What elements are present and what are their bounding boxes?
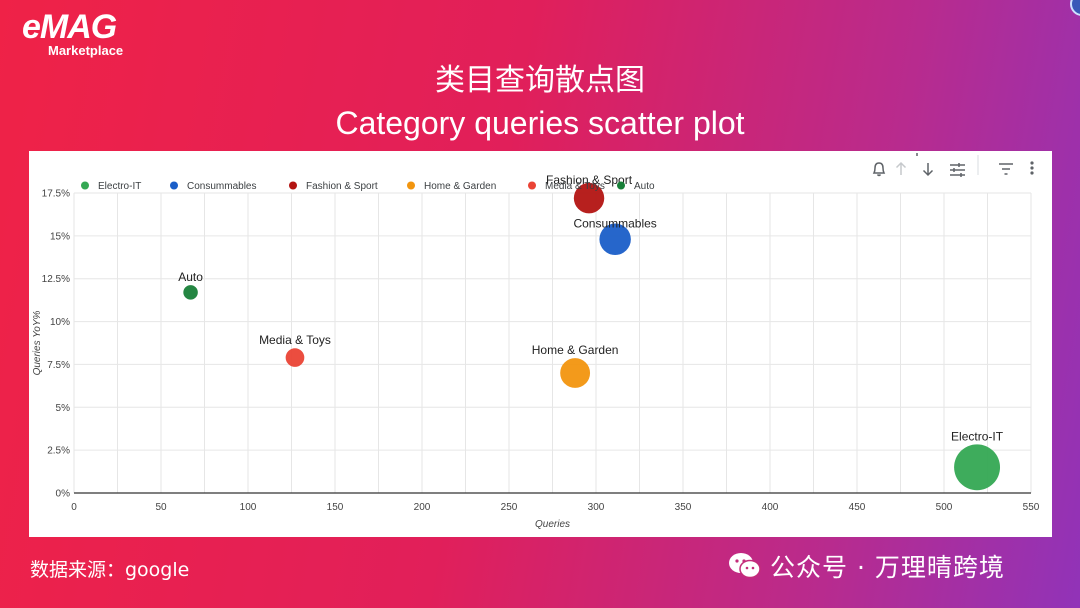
legend-label: Fashion & Sport xyxy=(306,181,378,192)
wechat-icon xyxy=(728,552,762,580)
bell-icon[interactable] xyxy=(872,162,886,177)
y-tick-label: 5% xyxy=(56,403,71,414)
chart-bubbles: Electro-IT Consummables Fashion & Sport Hom… xyxy=(178,173,1004,491)
data-label: Electro-IT xyxy=(951,429,1004,443)
legend-swatch xyxy=(289,181,297,190)
chart-panel: 0 50 100 150 200 250 300 350 400 450 500 550 0% 2.5% 5… xyxy=(29,151,1052,537)
chart-toolbar xyxy=(872,153,1034,177)
y-tick-label: 10% xyxy=(50,317,70,328)
data-label: Auto xyxy=(178,270,203,284)
y-tick-label: 0% xyxy=(56,489,71,500)
legend-label: Home & Garden xyxy=(424,181,496,192)
sort-desc-icon[interactable] xyxy=(916,153,934,177)
x-tick-label: 150 xyxy=(327,502,344,513)
x-tick-label: 500 xyxy=(936,502,953,513)
corner-badge xyxy=(1070,0,1080,16)
y-tick-label: 7.5% xyxy=(47,360,70,371)
data-point xyxy=(954,444,1001,491)
x-tick-label: 550 xyxy=(1023,502,1040,513)
x-tick-label: 100 xyxy=(240,502,257,513)
x-tick-label: 450 xyxy=(849,502,866,513)
x-tick-label: 400 xyxy=(762,502,779,513)
scatter-chart: 0 50 100 150 200 250 300 350 400 450 500 550 0% 2.5% 5… xyxy=(32,153,1040,531)
legend-label: Consummables xyxy=(187,181,256,192)
legend-swatch xyxy=(528,181,536,190)
data-label: Consummables xyxy=(573,217,656,231)
chart-grid xyxy=(73,192,1032,494)
adjust-icon[interactable] xyxy=(950,163,965,177)
brand-name: eMAG xyxy=(22,8,117,46)
legend-swatch xyxy=(81,181,89,190)
chart-legend: Electro-IT Consummables Fashion & Sport Hom… xyxy=(81,181,655,192)
data-point xyxy=(573,182,605,214)
y-tick-label: 2.5% xyxy=(47,446,70,457)
chart-axes: 0 50 100 150 200 250 300 350 400 450 500 550 0% 2.5% 5… xyxy=(32,189,1040,531)
y-tick-label: 17.5% xyxy=(42,189,70,200)
x-tick-label: 300 xyxy=(588,502,605,513)
data-label: Fashion & Sport xyxy=(546,173,633,187)
x-tick-label: 0 xyxy=(71,502,77,513)
data-point xyxy=(599,223,631,256)
brand-logo: eMAG Marketplace xyxy=(22,10,162,58)
filter-icon[interactable] xyxy=(999,163,1013,175)
legend-swatch xyxy=(407,181,415,190)
x-axis-title: Queries xyxy=(535,519,570,530)
data-label: Home & Garden xyxy=(532,343,619,357)
x-tick-label: 250 xyxy=(501,502,518,513)
legend-swatch xyxy=(617,181,625,190)
legend-label: Auto xyxy=(634,181,655,192)
page-title-cn: 类目查询散点图 xyxy=(435,63,645,98)
data-source-note: 数据来源：google xyxy=(30,559,190,581)
legend-label: Electro-IT xyxy=(98,181,141,192)
data-label: Media & Toys xyxy=(259,333,331,347)
sort-asc-icon[interactable] xyxy=(895,161,907,175)
legend-swatch xyxy=(170,181,178,190)
watermark: 公众号 · 万理晴跨境 xyxy=(728,548,1005,584)
data-point xyxy=(560,358,591,388)
brand-tagline: Marketplace xyxy=(48,43,124,58)
y-axis-title: Queries YoY% xyxy=(32,310,43,375)
more-icon[interactable] xyxy=(1030,161,1034,175)
x-tick-label: 350 xyxy=(675,502,692,513)
page-title-en: Category queries scatter plot xyxy=(335,105,745,141)
data-point xyxy=(285,348,305,367)
y-tick-label: 12.5% xyxy=(42,274,70,285)
x-tick-label: 50 xyxy=(155,502,167,513)
x-tick-label: 200 xyxy=(414,502,431,513)
y-tick-label: 15% xyxy=(50,231,70,242)
data-point xyxy=(183,285,198,300)
watermark-text: 公众号 · 万理晴跨境 xyxy=(770,553,1005,582)
legend-label: Media & Toys xyxy=(545,181,605,192)
